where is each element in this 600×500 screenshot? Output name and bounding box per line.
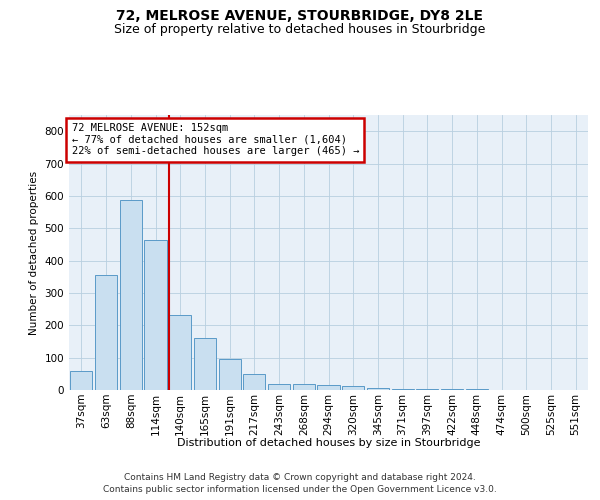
Text: Distribution of detached houses by size in Stourbridge: Distribution of detached houses by size …	[177, 438, 481, 448]
Bar	[145, 240, 167, 390]
Bar	[392, 389, 414, 390]
Text: Contains HM Land Registry data © Crown copyright and database right 2024.: Contains HM Land Registry data © Crown c…	[124, 472, 476, 482]
Bar	[70, 370, 92, 390]
Bar	[367, 388, 389, 390]
Bar	[268, 384, 290, 390]
Bar	[416, 389, 439, 390]
Bar	[243, 374, 265, 390]
Bar	[95, 274, 117, 390]
Y-axis label: Number of detached properties: Number of detached properties	[29, 170, 39, 334]
Text: Contains public sector information licensed under the Open Government Licence v3: Contains public sector information licen…	[103, 485, 497, 494]
Bar	[194, 338, 216, 390]
Bar	[119, 200, 142, 390]
Text: 72 MELROSE AVENUE: 152sqm
← 77% of detached houses are smaller (1,604)
22% of se: 72 MELROSE AVENUE: 152sqm ← 77% of detac…	[71, 123, 359, 156]
Bar	[293, 384, 315, 390]
Text: Size of property relative to detached houses in Stourbridge: Size of property relative to detached ho…	[115, 22, 485, 36]
Bar	[317, 384, 340, 390]
Text: 72, MELROSE AVENUE, STOURBRIDGE, DY8 2LE: 72, MELROSE AVENUE, STOURBRIDGE, DY8 2LE	[116, 9, 484, 23]
Bar	[169, 315, 191, 390]
Bar	[342, 386, 364, 390]
Bar	[218, 360, 241, 390]
